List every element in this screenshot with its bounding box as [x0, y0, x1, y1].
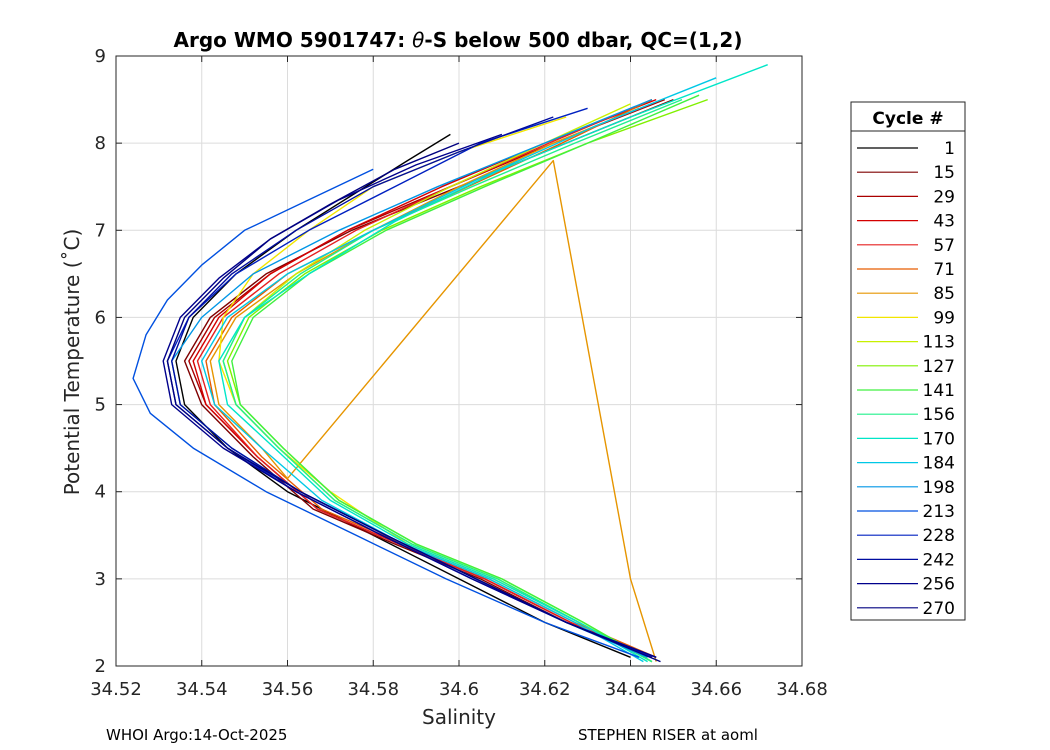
axis-ticks: 34.52 34.54 34.56 34.58 34.6 34.62 34.64 34.66 3… — [90, 46, 828, 700]
legend-label-cycle-113: 113 — [923, 333, 955, 353]
series-line-cycle-228 — [166, 107, 653, 658]
title-theta-symbol: θ — [412, 28, 424, 52]
legend-label-cycle-170: 170 — [923, 429, 955, 449]
title-prefix: Argo WMO 5901747: — [174, 28, 413, 52]
legend-label-cycle-141: 141 — [923, 381, 955, 401]
y-tick-label: 5 — [95, 395, 106, 416]
legend-label-cycle-1: 1 — [944, 139, 955, 159]
chart-title: Argo WMO 5901747: θ-S below 500 dbar, QC… — [174, 28, 743, 52]
y-tick-label: 8 — [95, 133, 106, 154]
y-axis-label: Potential Temperature (˚C) — [60, 229, 84, 496]
legend-label-cycle-85: 85 — [933, 284, 955, 304]
legend-label-cycle-15: 15 — [933, 163, 955, 183]
legend-label-cycle-156: 156 — [923, 405, 955, 425]
series-line-cycle-141 — [231, 94, 700, 663]
legend-label-cycle-242: 242 — [923, 550, 955, 570]
x-tick-label: 34.66 — [690, 679, 742, 700]
y-tick-label: 3 — [95, 569, 106, 590]
series-line-cycle-57 — [196, 98, 653, 658]
legend-label-cycle-127: 127 — [923, 357, 955, 377]
legend-box — [850, 101, 966, 621]
legend-label-cycle-270: 270 — [923, 599, 955, 619]
series-line-cycle-213 — [132, 168, 640, 658]
series-line-cycle-85 — [209, 107, 657, 662]
legend-label-cycle-198: 198 — [923, 478, 955, 498]
series-lines — [132, 64, 768, 663]
series-line-cycle-170 — [218, 64, 768, 663]
x-tick-label: 34.58 — [347, 679, 399, 700]
legend-label-cycle-57: 57 — [933, 236, 955, 256]
x-tick-label: 34.6 — [439, 679, 479, 700]
legend-label-cycle-43: 43 — [933, 212, 955, 232]
legend-label-cycle-256: 256 — [923, 575, 955, 595]
x-tick-label: 34.62 — [519, 679, 571, 700]
legend-label-cycle-213: 213 — [923, 502, 955, 522]
footer-credit-right: STEPHEN RISER at aoml — [578, 726, 758, 744]
series-line-cycle-156 — [222, 98, 683, 663]
series-line-cycle-15 — [183, 98, 674, 658]
x-tick-label: 34.68 — [776, 679, 828, 700]
footer-credit-left: WHOI Argo:14-Oct-2025 — [106, 726, 288, 744]
x-axis-label: Salinity — [422, 705, 496, 729]
x-tick-label: 34.52 — [90, 679, 142, 700]
x-tick-label: 34.56 — [262, 679, 314, 700]
legend-label-cycle-99: 99 — [933, 308, 955, 328]
x-tick-label: 34.54 — [176, 679, 228, 700]
legend-label-cycle-228: 228 — [923, 526, 955, 546]
legend: Cycle # 1 15 29 43 57 71 85 99 113 127 141 156 170 18… — [850, 101, 966, 621]
series-line-cycle-1 — [175, 133, 631, 658]
y-tick-label: 2 — [95, 656, 106, 677]
title-suffix: -S below 500 dbar, QC=(1,2) — [424, 28, 742, 52]
legend-label-cycle-71: 71 — [933, 260, 955, 280]
series-line-cycle-270 — [166, 142, 661, 663]
series-line-cycle-242 — [170, 116, 657, 658]
legend-entries: 1 15 29 43 57 71 85 99 113 127 141 156 170 184 198 213 2… — [857, 139, 955, 619]
y-tick-label: 7 — [95, 220, 106, 241]
y-tick-label: 9 — [95, 46, 106, 67]
series-line-cycle-71 — [205, 98, 657, 658]
legend-label-cycle-29: 29 — [933, 187, 955, 207]
y-tick-label: 4 — [95, 482, 106, 503]
legend-title: Cycle # — [872, 109, 943, 129]
y-tick-label: 6 — [95, 307, 106, 328]
series-line-cycle-43 — [192, 98, 657, 658]
series-line-cycle-198 — [170, 98, 653, 658]
series-line-cycle-184 — [200, 77, 717, 663]
legend-label-cycle-184: 184 — [923, 454, 955, 474]
x-tick-label: 34.64 — [605, 679, 657, 700]
